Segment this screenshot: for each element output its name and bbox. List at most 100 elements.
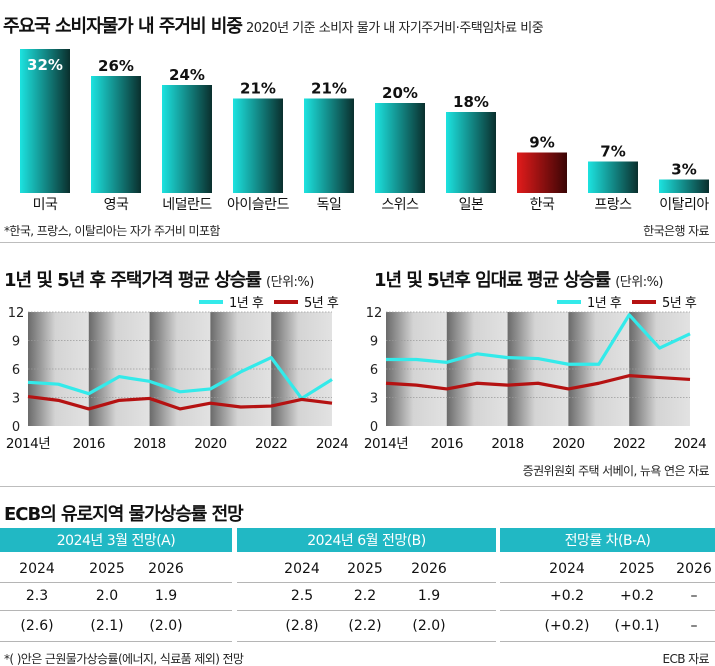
section-divider <box>0 486 715 487</box>
table-value-cell: – <box>690 618 698 634</box>
table-year-cell: 2024 <box>549 561 585 577</box>
x-tick-label: 2022 <box>613 436 645 452</box>
legend-label: 5년 후 <box>304 296 339 311</box>
house-price-line-chart: 0 3 6 9 12 2014년 2016 2018 2020 2022 2024 1년 후 5년 후 <box>6 296 349 452</box>
section-divider <box>0 242 715 243</box>
bar-category-label: 스위스 <box>381 197 419 213</box>
table-group-header: 2024년 6월 전망(B) <box>237 528 496 552</box>
bar-value-label: 3% <box>671 161 696 179</box>
table-value-cell: (2.2) <box>348 618 382 634</box>
y-tick-label: 0 <box>370 420 378 435</box>
x-tick-label: 2018 <box>491 436 523 452</box>
table-year-cell: 2026 <box>411 561 447 577</box>
line-chart-source: 증권위원회 주택 서베이, 뉴욕 연은 자료 <box>522 464 710 478</box>
bar-value-label: 20% <box>382 84 418 102</box>
table-row-divider <box>237 641 496 642</box>
rent-chart-heading: 1년 및 5년후 임대료 평균 상승률 (단위:%) <box>374 266 663 292</box>
rent-line-chart: 0 3 6 9 12 2014년 2016 2018 2020 2022 2024 1년 후 5년 후 <box>364 296 707 452</box>
legend: 1년 후 5년 후 <box>557 296 697 311</box>
table-row-divider <box>0 610 232 611</box>
house-price-chart-title: 1년 및 5년 후 주택가격 평균 상승률 <box>4 270 262 291</box>
x-tick-label: 2014년 <box>6 436 50 452</box>
bar-category-label: 네덜란드 <box>162 197 212 213</box>
table-row-divider <box>500 582 715 583</box>
table-footnote: *( )안은 근원물가상승률(에너지, 식료품 제외) 전망 <box>4 652 244 666</box>
bar-category-label: 영국 <box>104 197 129 213</box>
table-value-cell: 2.0 <box>95 588 119 604</box>
bar-category-label: 독일 <box>317 197 342 213</box>
bar-5 <box>375 103 425 193</box>
legend-label: 1년 후 <box>587 296 622 311</box>
bar-chart-title: 주요국 소비자물가 내 주거비 비중 <box>3 16 243 37</box>
table-year-cell: 2025 <box>89 561 125 577</box>
bar-0 <box>20 49 70 193</box>
x-tick-label: 2014년 <box>364 436 408 452</box>
series-line-1 <box>385 374 691 391</box>
table-value-cell: 2.2 <box>353 588 377 604</box>
bar-category-label: 미국 <box>33 197 58 213</box>
table-value-cell: 1.9 <box>417 588 441 604</box>
table-year-cell: 2025 <box>619 561 655 577</box>
bar-chart-subtitle: 2020년 기준 소비자 물가 내 자기주거비·주택임차료 비중 <box>246 21 544 36</box>
y-tick-label: 6 <box>370 363 378 378</box>
legend: 1년 후 5년 후 <box>199 296 339 311</box>
bar-value-label: 9% <box>529 134 554 152</box>
x-tick-label: 2022 <box>255 436 287 452</box>
bar-chart: 32% 미국 26% 영국 24% 네덜란드 21% 아이슬란드 21% 독일 20% 스위스 18% 일… <box>20 49 710 213</box>
table-row-divider <box>500 610 715 611</box>
legend-label: 1년 후 <box>229 296 264 311</box>
table-year-cell: 2026 <box>148 561 184 577</box>
rent-chart-unit: (단위:%) <box>615 275 663 290</box>
table-year-cell: 2024 <box>19 561 55 577</box>
bar-value-label: 18% <box>453 93 489 111</box>
table-row-divider <box>0 641 232 642</box>
x-tick-label: 2020 <box>552 436 584 452</box>
y-tick-label: 9 <box>370 335 378 350</box>
rent-chart-title: 1년 및 5년후 임대료 평균 상승률 <box>374 270 611 291</box>
bar-category-label: 한국 <box>530 197 555 213</box>
bar-4 <box>304 98 354 193</box>
table-value-cell: (2.0) <box>149 618 183 634</box>
bar-7 <box>517 152 567 193</box>
bar-category-label: 일본 <box>459 197 484 213</box>
table-year-cell: 2026 <box>676 561 712 577</box>
bar-value-label: 32% <box>27 56 63 74</box>
bar-value-label: 24% <box>169 66 205 84</box>
table-group-header: 2024년 3월 전망(A) <box>0 528 232 552</box>
table-value-cell: (2.0) <box>412 618 446 634</box>
table-row-divider <box>0 582 232 583</box>
series-line-1 <box>27 394 333 411</box>
bar-8 <box>588 161 638 193</box>
table-value-cell: – <box>690 588 698 604</box>
x-tick-label: 2024 <box>674 436 706 452</box>
table-row-divider <box>500 641 715 642</box>
y-tick-label: 12 <box>8 306 25 321</box>
y-tick-label: 3 <box>12 392 20 407</box>
table-value-cell: (2.8) <box>285 618 319 634</box>
table-group-header: 전망률 차(B-A) <box>500 528 715 552</box>
bar-value-label: 21% <box>240 80 276 98</box>
legend-label: 5년 후 <box>662 296 697 311</box>
x-tick-label: 2016 <box>431 436 463 452</box>
y-tick-label: 3 <box>370 392 378 407</box>
y-tick-label: 6 <box>12 363 20 378</box>
bar-2 <box>162 85 212 193</box>
x-tick-label: 2024 <box>316 436 348 452</box>
plot-background <box>386 312 690 426</box>
bar-value-label: 7% <box>600 143 625 161</box>
table-row-divider <box>237 582 496 583</box>
bar-chart-source: 한국은행 자료 <box>643 224 709 238</box>
table-value-cell: 2.5 <box>290 588 314 604</box>
table-title: ECB의 유로지역 물가상승률 전망 <box>4 504 244 525</box>
table-value-cell: (2.1) <box>90 618 124 634</box>
bar-1 <box>91 76 141 193</box>
table-source: ECB 자료 <box>662 652 710 666</box>
x-tick-label: 2018 <box>133 436 165 452</box>
table-value-cell: (+0.1) <box>614 618 660 634</box>
bar-value-label: 26% <box>98 57 134 75</box>
table-value-cell: (2.6) <box>20 618 54 634</box>
bar-6 <box>446 112 496 193</box>
y-tick-label: 12 <box>366 306 383 321</box>
x-tick-label: 2016 <box>73 436 105 452</box>
table-year-cell: 2024 <box>284 561 320 577</box>
